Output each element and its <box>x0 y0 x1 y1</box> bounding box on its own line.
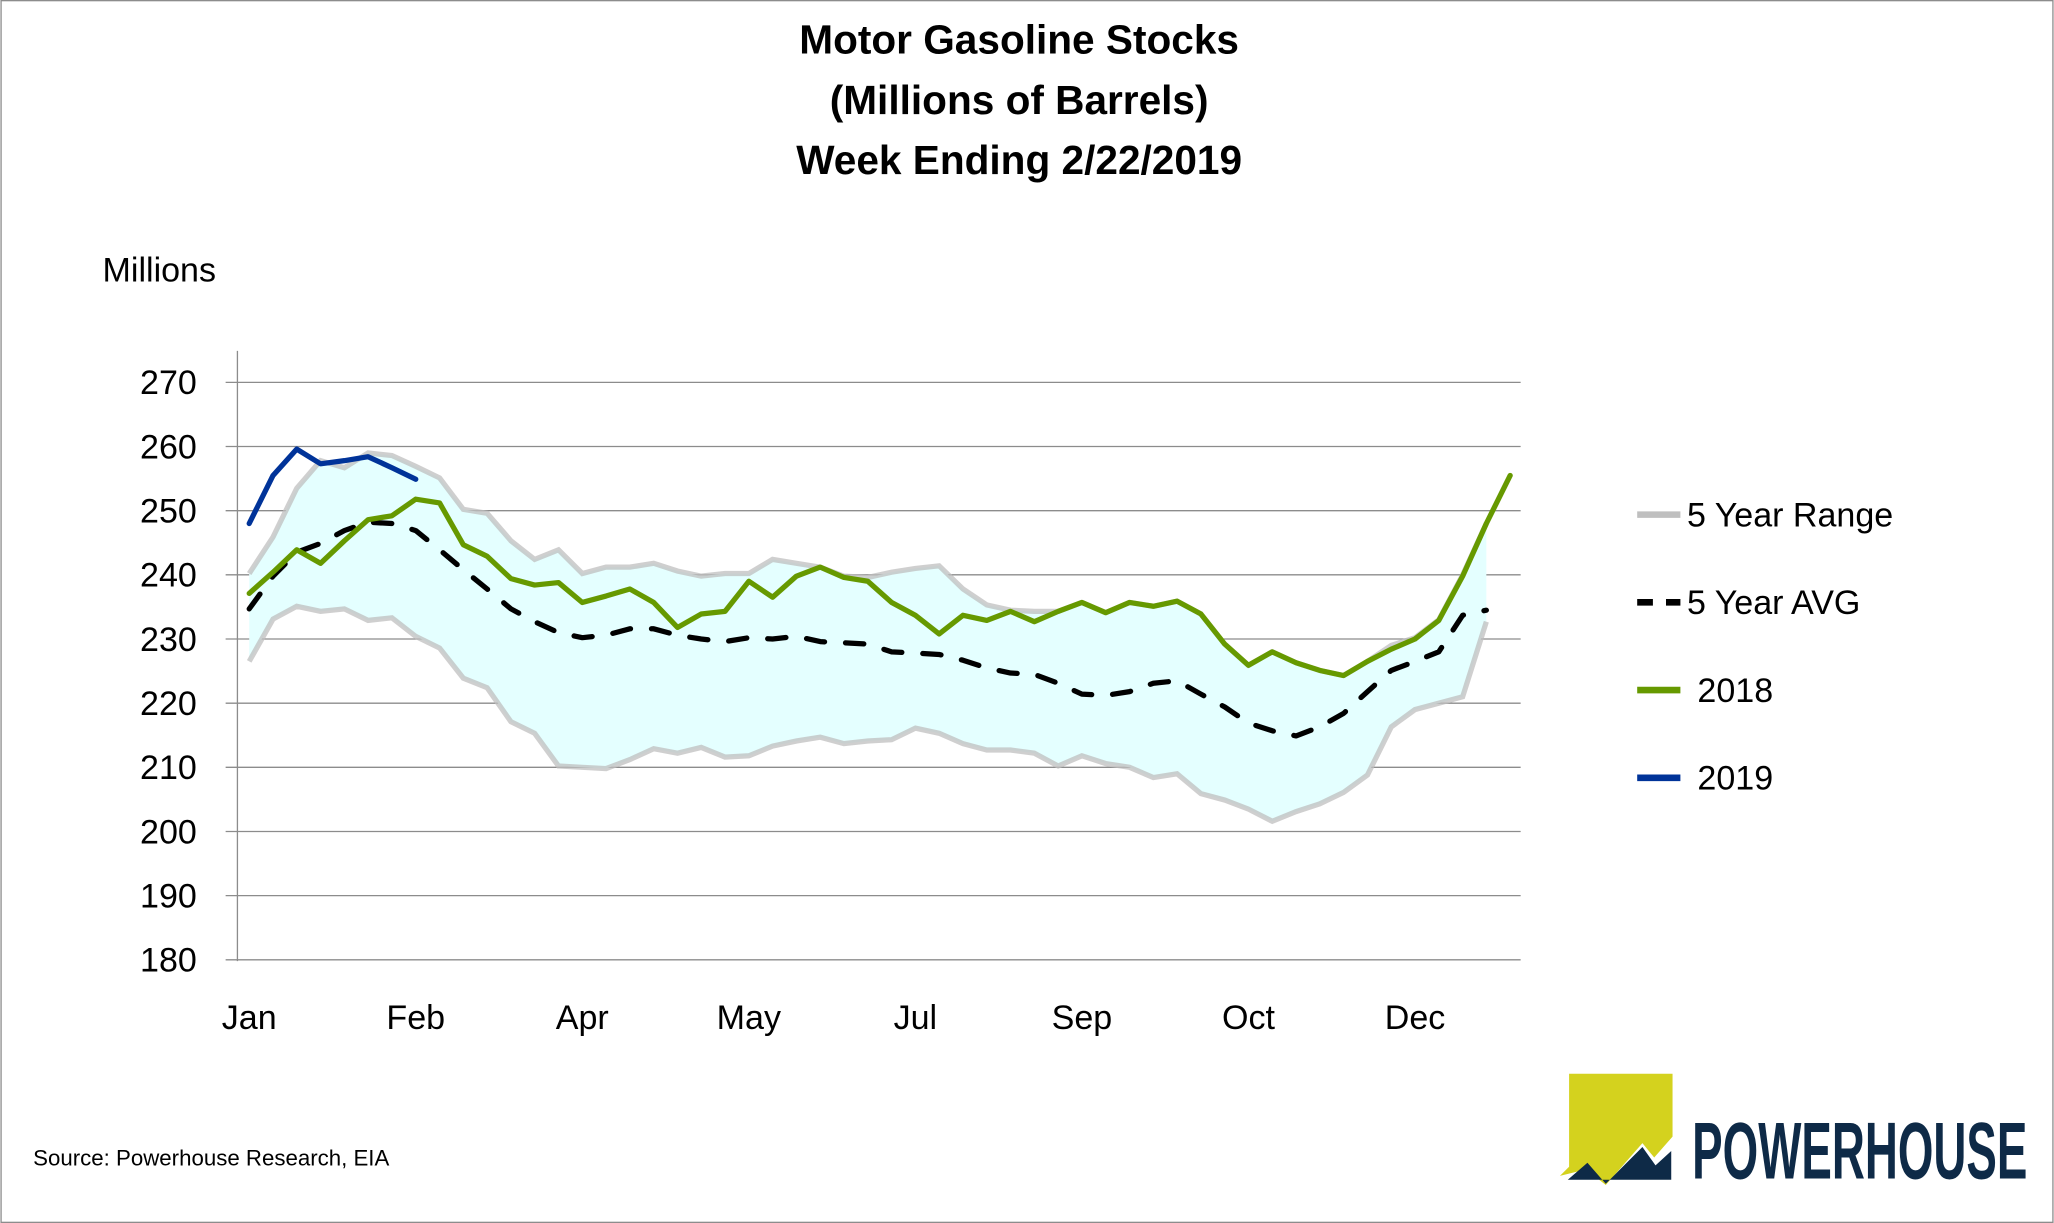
y-tick-label: 190 <box>140 877 197 915</box>
legend-label: 5 Year Range <box>1687 496 1893 534</box>
y-tick-label: 230 <box>140 621 197 659</box>
x-tick-labels: Jan Feb Apr May Jul Sep Oct Dec <box>222 999 1446 1037</box>
y-tick-label: 220 <box>140 685 197 723</box>
x-tick-label: Oct <box>1222 999 1275 1037</box>
x-tick-label: Sep <box>1052 999 1113 1037</box>
legend-item: 5 Year Range <box>1637 496 1893 534</box>
legend-label: 2019 <box>1697 760 1773 798</box>
x-tick-label: Dec <box>1385 999 1446 1037</box>
range-fill <box>249 452 1487 822</box>
series-line-2018 <box>246 472 1513 679</box>
series-line-5-year-avg <box>246 519 1489 739</box>
chart-title-line-3: Week Ending 2/22/2019 <box>796 137 1242 183</box>
legend-item: 2018 <box>1637 672 1773 710</box>
x-tick-label: Feb <box>386 999 445 1037</box>
legend-label: 2018 <box>1697 672 1773 710</box>
y-tick-label: 250 <box>140 492 197 530</box>
y-tick-label: 180 <box>140 942 197 980</box>
x-tick-label: Jan <box>222 999 277 1037</box>
source-note: Source: Powerhouse Research, EIA <box>33 1145 389 1170</box>
y-tick-label: 270 <box>140 364 197 402</box>
x-tick-label: Apr <box>556 999 609 1037</box>
chart-title-line-2: (Millions of Barrels) <box>830 77 1209 123</box>
series-line-2019 <box>246 446 419 527</box>
legend-item: 5 Year AVG <box>1637 584 1860 622</box>
range-lower-line <box>246 603 1489 825</box>
legend-label: 5 Year AVG <box>1687 584 1860 622</box>
y-tick-labels: 270 260 250 240 230 220 210 200 190 180 <box>140 364 197 979</box>
x-tick-label: Jul <box>894 999 938 1037</box>
chart-title-line-1: Motor Gasoline Stocks <box>799 17 1239 63</box>
y-tick-label: 240 <box>140 557 197 595</box>
y-tick-label: 260 <box>140 428 197 466</box>
legend-item: 2019 <box>1637 760 1773 798</box>
logo-yellow-block <box>1559 1073 1673 1186</box>
legend: 5 Year Range 5 Year AVG 2018 2019 <box>1637 496 1893 798</box>
y-tick-label: 210 <box>140 749 197 787</box>
y-tick-label: 200 <box>140 813 197 851</box>
y-axis-label: Millions <box>103 252 216 290</box>
logo-wordmark: POWERHOUSE <box>1692 1106 2027 1196</box>
logo-mountain <box>1567 1147 1672 1184</box>
series-lines <box>246 446 1513 739</box>
x-tick-label: May <box>717 999 781 1037</box>
powerhouse-logo: POWERHOUSE <box>1559 1073 2027 1196</box>
